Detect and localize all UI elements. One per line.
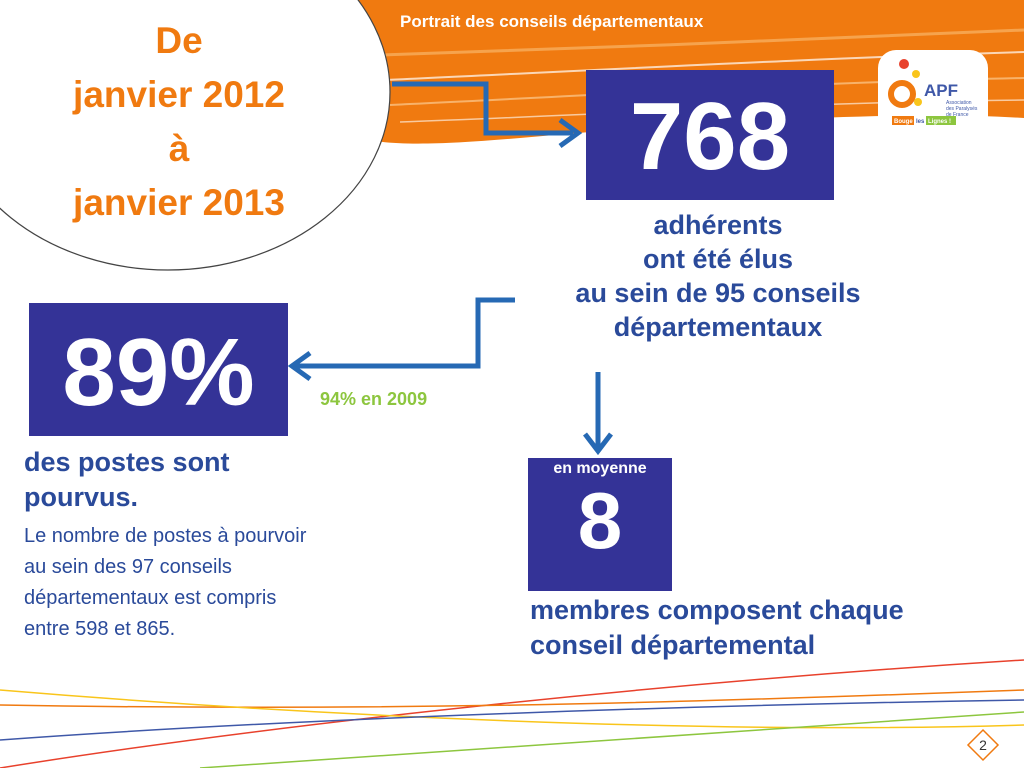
bottom-line-blue [0,699,1024,741]
detail-line: Le nombre de postes à pourvoir [24,525,307,547]
stat-membres-prefix: en moyenne [553,460,647,477]
period-line: à [168,128,190,169]
detail-line: au sein des 97 conseils [24,556,232,578]
logo-tagline: Lignes ! [928,119,951,125]
stat-membres-box: en moyenne 8 [528,458,672,591]
logo-subtitle: des Paralysés [946,106,978,112]
detail-line: départementaux est compris [24,587,277,609]
stat-adherents-caption: adhérents ont été élus au sein de 95 con… [520,208,916,344]
logo-subtitle: de France [946,112,969,118]
arrow-to-768 [392,81,583,149]
caption-line: adhérents [653,210,783,240]
caption-line: départementaux [613,312,823,342]
apf-logo: APF Association des Paralysés de France … [878,50,988,136]
logo-circle-icon [888,80,916,108]
banner-light-line [379,28,1024,57]
arrow-to-89 [287,297,515,382]
stat-postes-caption: des postes sont pourvus. [24,445,364,515]
page-number: 2 [966,728,1000,762]
page-number-label: 2 [979,737,987,753]
header-title: Portrait des conseils départementaux [400,12,704,31]
stat-postes-value: 89% [29,303,288,436]
logo-name: APF [924,81,958,100]
stat-postes-comparison: 94% en 2009 [320,389,428,409]
detail-line: entre 598 et 865. [24,618,176,640]
diamond-icon [966,728,1000,762]
arrow-to-8 [583,372,613,456]
bottom-line-yellow [0,689,1024,729]
logo-subtitle: Association [946,100,972,106]
caption-line: membres composent chaque [530,595,904,625]
bottom-line-orange [0,689,1024,709]
stat-membres-value: 8 [577,476,623,565]
stat-membres-caption: membres composent chaque conseil départe… [530,593,1020,663]
period-circle [0,0,391,271]
logo-tagline: les [916,119,925,125]
period-line: janvier 2012 [73,74,285,115]
logo-tagline: Bouge [894,119,913,125]
caption-line: des postes sont [24,447,230,477]
caption-line: ont été élus [642,244,794,274]
caption-line: au sein de 95 conseils [575,278,861,308]
bottom-line-red [0,659,1024,768]
stat-postes-detail: Le nombre de postes à pourvoir au sein d… [24,521,404,645]
stat-adherents-value: 768 [586,70,834,200]
period-line: janvier 2013 [73,182,285,223]
period-label: De janvier 2012 à janvier 2013 [20,14,338,230]
period-line: De [155,20,203,61]
caption-line: conseil départemental [530,630,816,660]
caption-line: pourvus. [24,482,139,512]
